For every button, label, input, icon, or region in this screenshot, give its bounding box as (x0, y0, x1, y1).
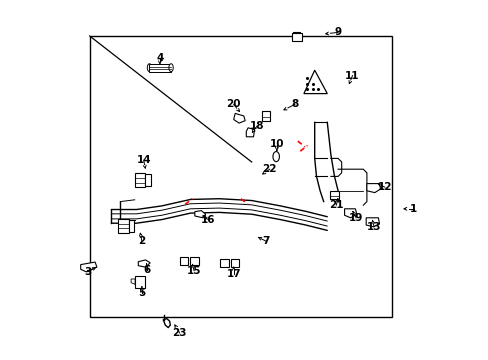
Bar (89, 36, 391, 317)
Bar (118, 219, 128, 233)
Bar (291, 33, 302, 41)
Text: 14: 14 (136, 155, 151, 165)
Text: 10: 10 (269, 139, 284, 149)
Text: 7: 7 (262, 236, 269, 246)
Text: 18: 18 (249, 121, 264, 131)
Bar (145, 174, 151, 186)
Polygon shape (246, 128, 254, 137)
Text: 19: 19 (348, 213, 363, 223)
Polygon shape (138, 260, 150, 267)
Bar (135, 276, 145, 288)
Text: 8: 8 (291, 99, 298, 109)
Text: 5: 5 (138, 288, 145, 298)
Text: 1: 1 (409, 204, 416, 214)
Text: 3: 3 (84, 267, 91, 277)
Text: 16: 16 (201, 215, 215, 225)
Text: 11: 11 (345, 71, 359, 81)
Polygon shape (344, 209, 356, 218)
Text: 21: 21 (328, 200, 343, 210)
Polygon shape (233, 113, 244, 123)
Ellipse shape (147, 64, 151, 72)
Ellipse shape (272, 152, 279, 162)
Polygon shape (366, 184, 380, 193)
Text: 13: 13 (366, 222, 381, 232)
Text: 9: 9 (334, 27, 341, 37)
Polygon shape (303, 70, 326, 94)
Text: 20: 20 (226, 99, 241, 109)
Text: 22: 22 (262, 164, 276, 174)
Text: 12: 12 (377, 182, 391, 192)
Text: 6: 6 (142, 265, 150, 275)
Polygon shape (131, 279, 135, 284)
Polygon shape (194, 211, 205, 218)
Text: 2: 2 (138, 236, 145, 246)
Bar (149, 64, 171, 72)
Bar (190, 257, 199, 265)
Bar (230, 259, 239, 267)
Bar (220, 259, 228, 267)
Bar (329, 191, 339, 199)
Bar (135, 173, 145, 187)
Text: 23: 23 (172, 328, 186, 338)
Ellipse shape (168, 64, 173, 72)
Polygon shape (81, 262, 97, 272)
Bar (128, 220, 134, 232)
Text: 15: 15 (186, 266, 201, 276)
Bar (179, 257, 188, 265)
Polygon shape (366, 218, 379, 227)
Bar (261, 111, 269, 121)
Text: 17: 17 (226, 269, 241, 279)
Text: 4: 4 (156, 53, 163, 63)
